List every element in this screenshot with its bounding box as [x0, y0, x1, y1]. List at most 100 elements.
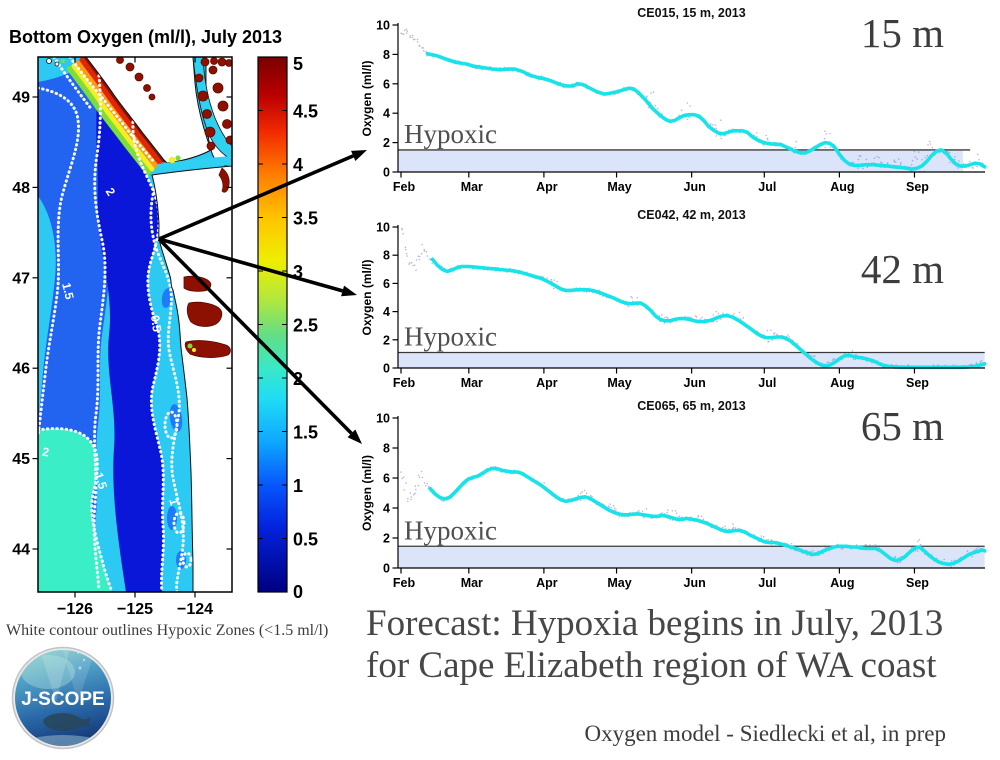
ocean-darkblue-band [96, 57, 164, 592]
logo-text: J-SCOPE [21, 689, 104, 710]
y-tick-label: 10 [376, 412, 390, 426]
colorbar-tick-label: 3.5 [293, 209, 318, 229]
hypoxic-label: Hypoxic [404, 119, 497, 149]
x-tick-label: May [607, 180, 631, 194]
land-wa-or-coast [151, 165, 232, 592]
y-tick-label: 2 [383, 532, 390, 546]
scott-islets [46, 58, 65, 67]
arrow-head [341, 285, 357, 297]
colorbar: 54.543.532.521.510.50 [257, 54, 318, 602]
x-tick-label: Aug [830, 180, 854, 194]
colorbar-tick-label: 1.5 [293, 423, 318, 443]
y-axis-label: Oxygen (ml/l) [360, 259, 374, 335]
y-tick-label: 4 [383, 107, 390, 121]
station-arrows [157, 150, 367, 444]
map-ocean-art: 1.521.520.51 [38, 57, 232, 592]
y-tick-label: 8 [383, 48, 390, 62]
lon-tick-label: −125 [117, 601, 153, 618]
forecast-headline-line2: for Cape Elizabeth region of WA coast [366, 645, 937, 687]
contour-label: 0.5 [148, 314, 164, 333]
arrow-shaft [158, 154, 354, 241]
lat-tick-label: 47 [12, 270, 30, 287]
strait-entrance-yellow [168, 156, 176, 164]
ocean-teal-sw [38, 428, 112, 592]
x-tick-label: Sep [906, 376, 929, 390]
chart-title: CE015, 15 m, 2013 [637, 6, 745, 20]
lat-tick-label: 49 [12, 90, 30, 107]
y-tick-label: 10 [376, 19, 390, 33]
contour-label: 1.5 [59, 281, 77, 301]
attribution-text: Oxygen model - Siedlecki et al, in prep [584, 721, 946, 746]
forecast-headline-line1: Forecast: Hypoxia begins in July, 2013 [366, 603, 944, 644]
chart-CE015: 0 2 4 6 8 10 Feb Mar Apr May Jun Jul Aug Sep Oxygen (m… [360, 6, 987, 194]
land-vancouver-island [85, 57, 212, 164]
lat-tick-label: 44 [12, 542, 30, 559]
lat-tick-label: 46 [12, 361, 30, 378]
y-axis-label: Oxygen (ml/l) [360, 60, 374, 136]
x-tick-label: Jul [758, 180, 776, 194]
arrow-head [351, 150, 367, 161]
arrow-head [347, 429, 362, 444]
chart-CE065: 0 2 4 6 8 10 Feb Mar Apr May Jun Jul Aug Sep Oxygen (m… [360, 399, 987, 590]
map-axis-ticks: 49 48 47 46 45 44 −126 −125 −124 [12, 57, 232, 618]
x-tick-label: Sep [906, 576, 929, 590]
x-tick-label: Mar [461, 576, 483, 590]
columbia-green-dot [187, 343, 193, 349]
x-tick-label: Feb [393, 180, 416, 194]
jscope-logo: J-SCOPE [11, 646, 115, 750]
x-tick-label: Jun [684, 376, 706, 390]
contour-labels: 1.521.520.51 [41, 185, 181, 507]
x-tick-label: Feb [393, 376, 416, 390]
y-tick-label: 2 [383, 333, 390, 347]
strait-entrance-green [175, 155, 181, 161]
hypoxic-band [398, 546, 985, 568]
hypoxic-band [398, 149, 963, 172]
contour-label: 1 [166, 497, 181, 508]
y-tick-label: 8 [383, 249, 390, 263]
y-tick-label: 6 [383, 277, 390, 291]
hypoxic-label: Hypoxic [404, 515, 497, 545]
colorbar-tick-label: 2.5 [293, 316, 318, 336]
x-tick-label: Jun [684, 180, 706, 194]
lon-tick-label: −124 [177, 601, 213, 618]
x-tick-label: Aug [830, 376, 854, 390]
y-tick-label: 6 [383, 77, 390, 91]
georgia-strait-channel [192, 57, 232, 161]
oxygen-smoothed-line [425, 51, 987, 171]
lon-tick-label: −126 [57, 601, 93, 618]
contour-label: 2 [41, 445, 50, 460]
arrow-shaft [157, 237, 353, 435]
red-hypoxic-patches [116, 57, 232, 358]
map-title: Bottom Oxygen (ml/l), July 2013 [9, 27, 283, 47]
fish-silhouette-icon [43, 713, 91, 732]
y-tick-label: 0 [383, 362, 390, 376]
colorbar-tick-label: 1 [293, 476, 303, 496]
x-tick-label: Feb [393, 576, 416, 590]
hypoxic-label: Hypoxic [404, 321, 497, 351]
x-tick-label: Aug [830, 576, 854, 590]
oxygen-smoothed-line [430, 257, 987, 370]
depth-label: 15 m [861, 10, 944, 56]
colorbar-tick-label: 3 [293, 262, 303, 282]
x-tick-label: Apr [536, 376, 558, 390]
depth-label: 42 m [861, 246, 944, 292]
columbia-yellow-dot [192, 348, 196, 352]
chart-CE042: 0 2 4 6 8 10 Feb Mar Apr May Jun Jul Aug Sep Oxygen (m… [360, 208, 987, 390]
oxygen-smoothed-line [428, 466, 987, 567]
colorbar-tick-label: 5 [293, 54, 303, 74]
x-tick-label: Apr [536, 576, 558, 590]
y-tick-label: 10 [376, 221, 390, 235]
x-tick-label: Jun [684, 576, 706, 590]
chart-title: CE042, 42 m, 2013 [637, 208, 745, 222]
x-tick-label: May [607, 376, 631, 390]
colorbar-tick-label: 4.5 [293, 102, 318, 122]
x-tick-label: Apr [536, 180, 558, 194]
x-tick-label: Mar [461, 376, 483, 390]
y-tick-label: 0 [383, 562, 390, 576]
logo-art [15, 650, 111, 746]
y-tick-label: 2 [383, 136, 390, 150]
light-ray [62, 650, 94, 702]
lat-tick-label: 48 [12, 180, 30, 197]
